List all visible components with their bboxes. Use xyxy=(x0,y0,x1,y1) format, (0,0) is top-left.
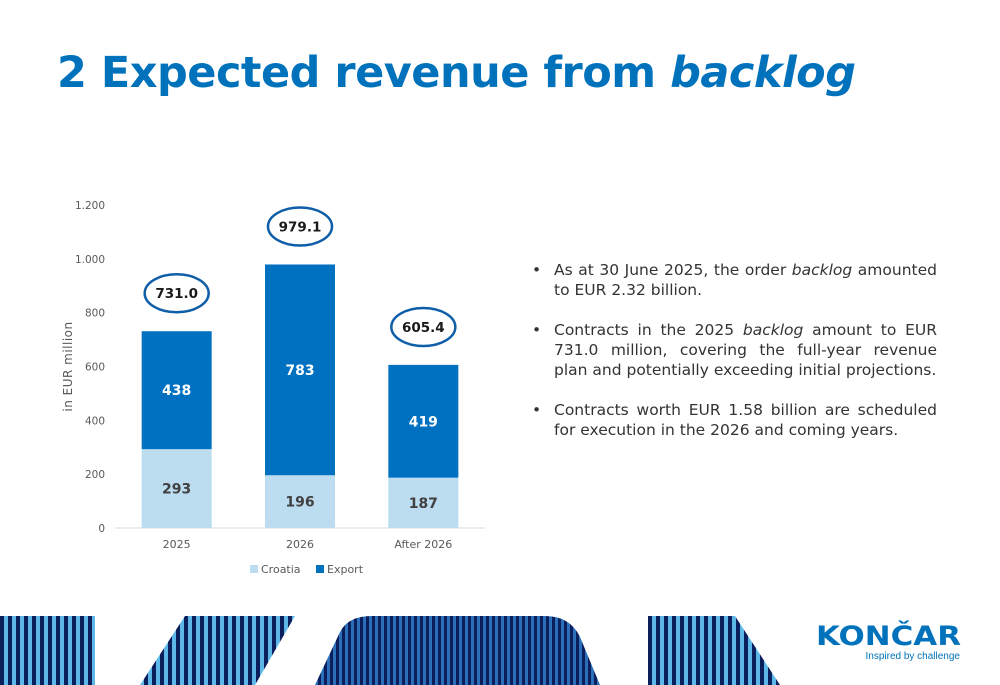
legend-swatch xyxy=(316,565,324,573)
bar-export xyxy=(265,264,335,476)
title-italic-word: backlog xyxy=(670,48,856,98)
x-tick-label: After 2026 xyxy=(394,538,452,551)
bar-croatia xyxy=(141,449,212,528)
bar-croatia xyxy=(388,477,459,528)
data-label: 419 xyxy=(409,414,438,430)
bullet-list: As at 30 June 2025, the order backlog am… xyxy=(532,260,937,460)
total-ellipse xyxy=(390,306,457,348)
bullet-item: As at 30 June 2025, the order backlog am… xyxy=(532,260,937,300)
legend-swatch xyxy=(250,565,258,573)
page-title: 2 Expected revenue from backlog xyxy=(57,48,856,98)
y-axis-title: in EUR million xyxy=(61,321,75,411)
bar-export xyxy=(141,331,212,450)
stripe-block xyxy=(140,616,295,685)
total-ellipse xyxy=(266,206,334,247)
data-label: 196 xyxy=(285,495,314,511)
koncar-logo: KONČAR Inspired by challenge xyxy=(816,620,961,662)
x-tick-label: 2025 xyxy=(163,538,191,551)
data-label: 438 xyxy=(162,383,191,399)
logo-tagline: Inspired by challenge xyxy=(865,651,960,662)
bar-export xyxy=(388,364,459,478)
data-label: 187 xyxy=(409,496,438,512)
y-tick-label: 1.200 xyxy=(75,200,105,212)
y-tick-label: 800 xyxy=(85,308,105,320)
footer-decoration xyxy=(0,616,780,685)
stacked-bar-chart: 0 200 400 600 800 1.000 1.200 in EUR million 293… xyxy=(61,200,485,576)
y-tick-label: 200 xyxy=(85,469,105,481)
title-text: 2 Expected revenue from xyxy=(57,48,671,98)
legend-label: Croatia xyxy=(261,563,301,576)
bar-croatia xyxy=(265,475,335,528)
bullet-item: Contracts worth EUR 1.58 billion are sch… xyxy=(532,400,937,440)
stripe-block xyxy=(648,616,780,685)
total-label: 731.0 xyxy=(155,286,198,302)
y-tick-label: 0 xyxy=(98,523,105,535)
data-label: 293 xyxy=(162,482,191,498)
bullet-item: Contracts in the 2025 backlog amount to … xyxy=(532,320,937,380)
x-tick-label: 2026 xyxy=(286,538,314,551)
data-label: 783 xyxy=(285,363,314,379)
stripe-block xyxy=(0,616,95,685)
total-label: 605.4 xyxy=(402,320,445,336)
y-tick-label: 1.000 xyxy=(75,254,105,266)
stripe-dome xyxy=(315,616,600,685)
logo-wordmark: KONČAR xyxy=(816,620,961,652)
y-tick-label: 400 xyxy=(85,415,105,427)
legend-label: Export xyxy=(327,563,364,576)
y-tick-label: 600 xyxy=(85,362,105,374)
total-ellipse xyxy=(143,272,210,314)
total-label: 979.1 xyxy=(279,219,322,235)
